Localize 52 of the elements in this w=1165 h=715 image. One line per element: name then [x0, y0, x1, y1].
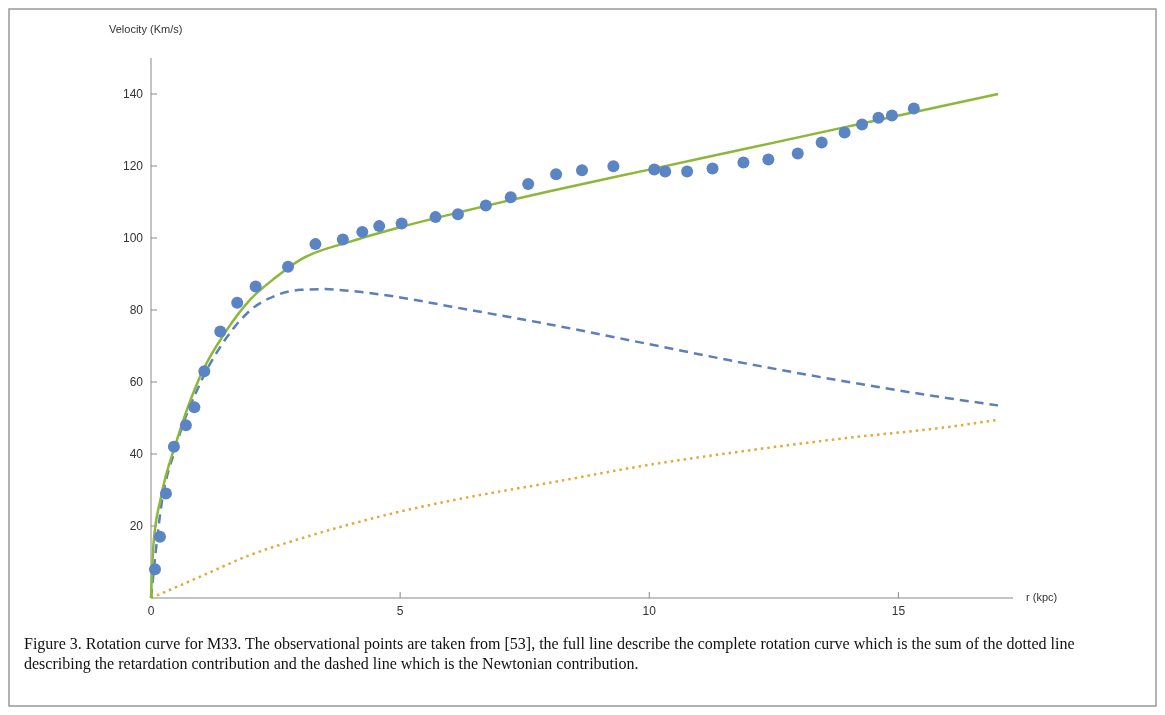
point [907, 102, 920, 115]
point [198, 365, 211, 378]
point [659, 165, 672, 178]
y-tick-label: 120 [122, 159, 144, 174]
point [681, 165, 694, 178]
y-tick-label: 80 [129, 303, 144, 318]
point [231, 296, 244, 309]
y-tick-label: 20 [129, 519, 144, 534]
y-tick-label: 140 [122, 87, 144, 102]
point [309, 238, 322, 251]
point [576, 164, 588, 177]
point [249, 280, 262, 293]
point [872, 111, 885, 124]
point [479, 199, 492, 212]
point [706, 162, 719, 175]
point [356, 225, 369, 238]
point [159, 487, 172, 500]
point [188, 401, 201, 414]
point [504, 191, 517, 204]
point [762, 153, 775, 166]
x-tick-label: 5 [396, 604, 404, 618]
x-tick-label: 15 [891, 604, 906, 618]
point [737, 156, 750, 169]
x-tick-label: 0 [147, 604, 155, 618]
line-series [149, 92, 1000, 600]
point [373, 220, 386, 233]
caption: Figure 3. Rotation curve for M33. The observational points are taken from [53], the full line describe the complete rotation curve which is the sum of the dotted line describing the retardation contribution and the dashed line which is the Newtonian contribution. [24, 635, 1075, 673]
point [451, 208, 464, 221]
point [885, 109, 898, 122]
y-axis-title: Velocity (Km/s) [109, 23, 183, 35]
x-axis-title: r (kpc) [1026, 590, 1058, 603]
point [282, 260, 295, 273]
point [815, 136, 828, 149]
point [838, 126, 851, 139]
point [214, 325, 227, 338]
point [607, 160, 620, 173]
point [429, 211, 442, 224]
y-tick-label: 40 [129, 447, 144, 462]
point [395, 217, 408, 230]
point [148, 563, 161, 576]
point [648, 163, 661, 176]
point [336, 233, 349, 246]
point [791, 147, 804, 160]
point [153, 530, 166, 543]
point [856, 118, 869, 131]
y-tick-label: 100 [122, 231, 144, 246]
y-tick-label: 60 [129, 375, 144, 390]
x-tick-label: 10 [642, 604, 657, 618]
point [167, 440, 180, 453]
point [550, 168, 563, 181]
point [522, 178, 535, 190]
point [179, 419, 192, 432]
